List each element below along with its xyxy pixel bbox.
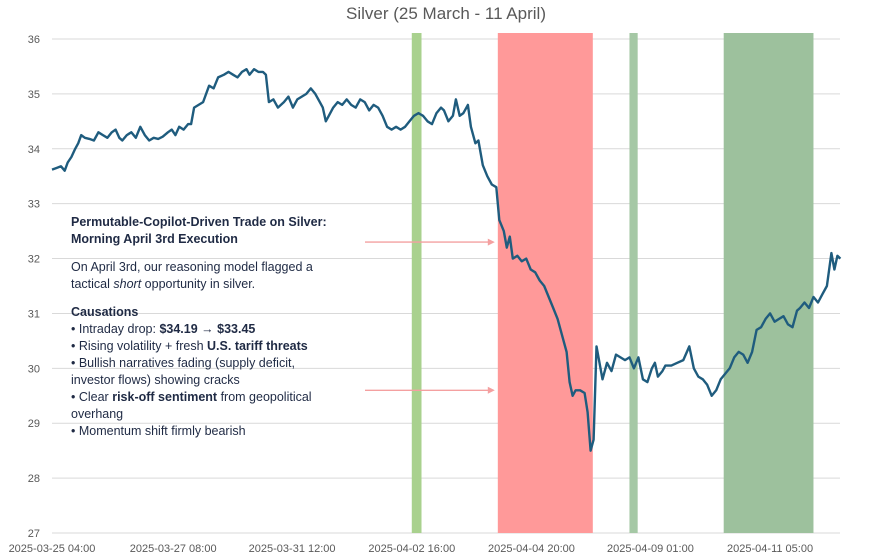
bullet-2: • Rising volatility + fresh U.S. tariff … (71, 338, 371, 355)
x-tick-label: 2025-04-04 20:00 (488, 543, 575, 555)
annotation-heading-line1: Permutable-Copilot-Driven Trade on Silve… (71, 215, 327, 229)
bullet-4-text: • Clear (71, 390, 113, 404)
highlight-bands (411, 33, 814, 533)
annotation-arrow-2 (365, 386, 495, 394)
highlight-band-3 (629, 33, 638, 533)
bullet-3-line1: • Bullish narratives fading (supply defi… (71, 356, 295, 370)
annotation-arrows (365, 238, 495, 394)
y-tick-label: 31 (28, 308, 40, 320)
bullet-1: • Intraday drop: $34.19 → $33.45 (71, 321, 371, 338)
trade-annotation: Permutable-Copilot-Driven Trade on Silve… (71, 214, 371, 440)
bullet-4-line2: overhang (71, 407, 124, 421)
gridlines (52, 38, 840, 534)
annotation-intro-line2: tactical short opportunity in silver. (71, 276, 371, 293)
bullet-4: • Clear risk-off sentiment from geopolit… (71, 389, 371, 406)
annotation-intro-line1: On April 3rd, our reasoning model flagge… (71, 260, 313, 274)
highlight-band-4 (723, 33, 814, 533)
x-tick-label: 2025-03-31 12:00 (249, 543, 336, 555)
chart-title: Silver (25 March - 11 April) (346, 4, 546, 23)
y-tick-label: 29 (28, 418, 40, 430)
bullet-1-text: • Intraday drop: (71, 322, 160, 336)
x-tick-label: 2025-04-02 16:00 (368, 543, 455, 555)
y-tick-label: 33 (28, 199, 40, 211)
intro-text-a: tactical (71, 277, 114, 291)
annotation-arrow-1 (365, 238, 495, 246)
bullet-5: • Momentum shift firmly bearish (71, 424, 246, 438)
y-tick-label: 27 (28, 528, 40, 540)
y-tick-label: 30 (28, 363, 40, 375)
y-axis-ticks: 27 28 29 30 31 32 33 34 35 36 (28, 34, 40, 540)
y-tick-label: 34 (28, 144, 40, 156)
price-series (51, 68, 842, 452)
intro-text-c: opportunity in silver. (141, 277, 256, 291)
x-tick-label: 2025-04-11 05:00 (727, 543, 813, 555)
x-axis-ticks: 2025-03-25 04:00 2025-03-27 08:00 2025-03-… (9, 543, 814, 555)
highlight-band-2 (497, 33, 593, 533)
annotation-heading-line2: Morning April 3rd Execution (71, 232, 238, 246)
y-tick-label: 32 (28, 254, 40, 266)
causations-heading: Causations (71, 305, 139, 319)
bullet-2-text: • Rising volatility + fresh (71, 339, 208, 353)
y-tick-label: 35 (28, 89, 40, 101)
bullet-2-bold: U.S. tariff threats (207, 339, 308, 353)
x-tick-label: 2025-03-25 04:00 (9, 543, 96, 555)
y-tick-label: 36 (28, 34, 40, 46)
series-line-silver (51, 68, 842, 452)
bullet-4-bold: risk-off sentiment (112, 390, 218, 404)
highlight-band-1 (411, 33, 422, 533)
y-tick-label: 28 (28, 473, 40, 485)
intro-text-italic: short (113, 277, 142, 291)
bullet-4-text-b: from geopolitical (217, 390, 312, 404)
x-tick-label: 2025-03-27 08:00 (130, 543, 217, 555)
x-tick-label: 2025-04-09 01:00 (607, 543, 694, 555)
bullet-1-bold: $34.19 → $33.45 (159, 322, 256, 336)
bullet-3-line2: investor flows) showing cracks (71, 373, 240, 387)
